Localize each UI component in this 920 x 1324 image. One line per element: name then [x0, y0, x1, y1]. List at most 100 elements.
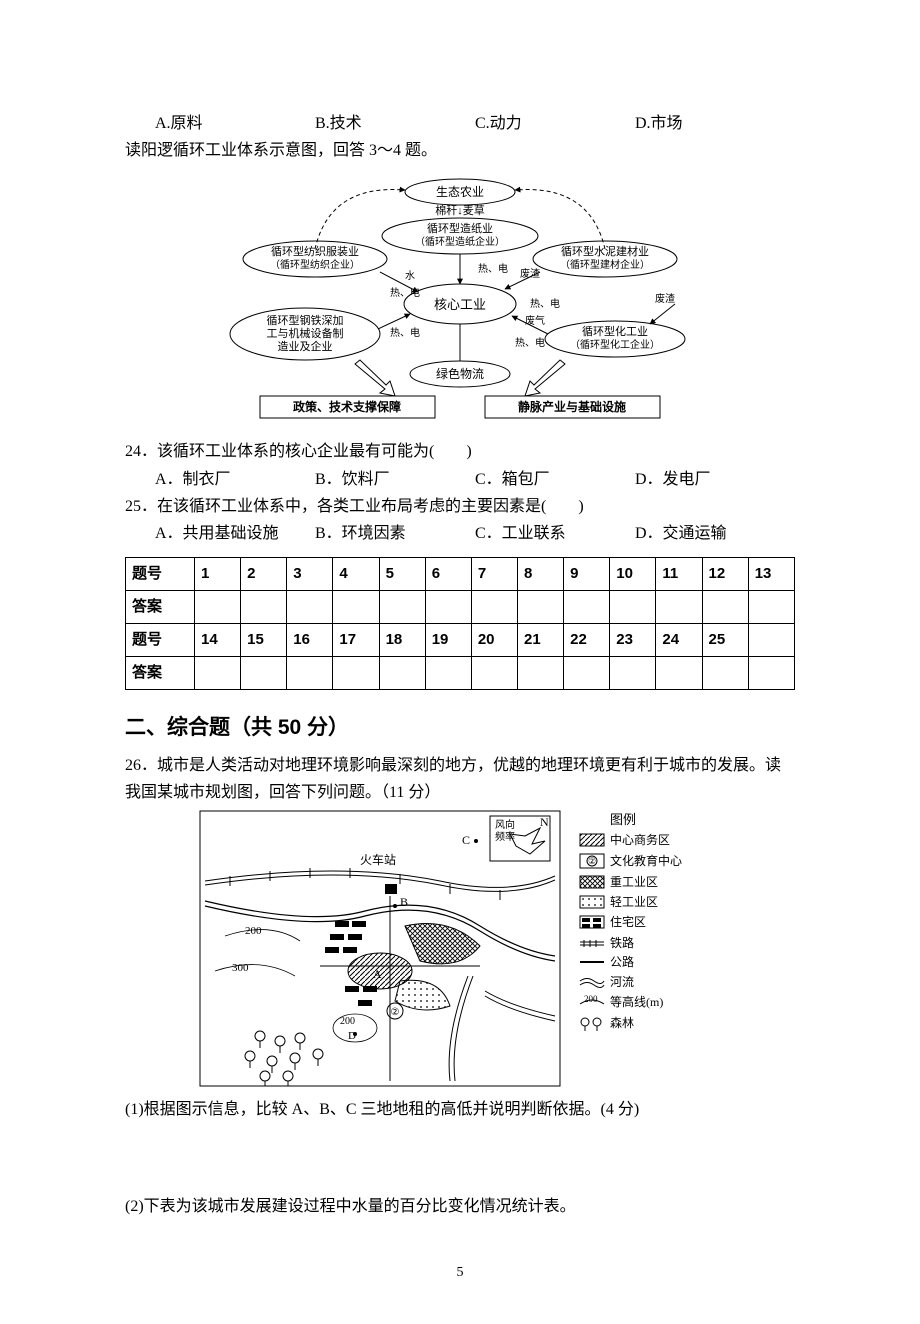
cell-head: 题号 [126, 558, 195, 591]
cell: 18 [379, 624, 425, 657]
opt-d: D.市场 [635, 110, 795, 137]
cell: 4 [333, 558, 379, 591]
svg-text:文化教育中心: 文化教育中心 [610, 853, 682, 868]
svg-text:重工业区: 重工业区 [610, 875, 658, 889]
svg-text:静脉产业与基础设施: 静脉产业与基础设施 [518, 399, 626, 414]
svg-text:A: A [373, 967, 382, 981]
q24-options: A．制衣厂 B．饮料厂 C．箱包厂 D．发电厂 [125, 466, 795, 493]
cell: 16 [287, 624, 333, 657]
svg-text:风向: 风向 [495, 818, 515, 831]
svg-text:森林: 森林 [610, 1015, 634, 1030]
page-number: 5 [125, 1261, 795, 1285]
table-row: 题号 1 2 3 4 5 6 7 8 9 10 11 12 13 [126, 558, 795, 591]
table-row: 答案 [126, 591, 795, 624]
svg-text:300: 300 [232, 962, 249, 974]
svg-text:B: B [400, 895, 408, 909]
cell: 20 [471, 624, 517, 657]
cell: 1 [195, 558, 241, 591]
q24-stem: 24．该循环工业体系的核心企业最有可能为( ) [125, 438, 795, 465]
svg-text:循环型钢铁深加: 循环型钢铁深加 [267, 313, 344, 327]
answer-grid: 题号 1 2 3 4 5 6 7 8 9 10 11 12 13 答案 题号 1… [125, 557, 795, 690]
cell-head: 答案 [126, 657, 195, 690]
q25-d: D．交通运输 [635, 520, 795, 547]
cell-head: 题号 [126, 624, 195, 657]
cell: 19 [425, 624, 471, 657]
section-2-heading: 二、综合题（共 50 分） [125, 710, 795, 746]
cycle-industry-diagram: 生态农业 棉秆↓麦草 循环型造纸业 （循环型造纸企业） 循环型纺织服装业 （循环… [220, 174, 700, 424]
cell: 14 [195, 624, 241, 657]
svg-text:（循环型造纸企业）: （循环型造纸企业） [415, 235, 505, 248]
svg-text:公路: 公路 [610, 954, 634, 969]
svg-text:政策、技术支撑保障: 政策、技术支撑保障 [293, 399, 401, 414]
opt-c: C.动力 [475, 110, 635, 137]
svg-text:D: D [348, 1030, 356, 1042]
q26-sub1: (1)根据图示信息，比较 A、B、C 三地地租的高低并说明判断依据。(4 分) [125, 1096, 795, 1123]
cell: 22 [564, 624, 610, 657]
svg-text:频率: 频率 [495, 830, 515, 843]
q24-b: B．饮料厂 [315, 466, 475, 493]
cell: 5 [379, 558, 425, 591]
svg-text:轻工业区: 轻工业区 [610, 895, 658, 909]
cell: 11 [656, 558, 702, 591]
table-row: 题号 14 15 16 17 18 19 20 21 22 23 24 25 [126, 624, 795, 657]
q25-c: C．工业联系 [475, 520, 635, 547]
svg-text:核心工业: 核心工业 [434, 297, 486, 312]
svg-text:②: ② [588, 856, 596, 866]
svg-text:循环型水泥建材业: 循环型水泥建材业 [561, 244, 649, 258]
svg-text:循环型纺织服装业: 循环型纺织服装业 [271, 244, 359, 258]
cell: 12 [702, 558, 748, 591]
cell: 21 [517, 624, 563, 657]
cell: 25 [702, 624, 748, 657]
q-prev-options: A.原料 B.技术 C.动力 D.市场 [125, 110, 795, 137]
cell: 15 [241, 624, 287, 657]
svg-text:C: C [462, 833, 470, 847]
svg-text:（循环型化工企业）: （循环型化工企业） [570, 338, 660, 351]
opt-b: B.技术 [315, 110, 475, 137]
svg-text:热、电: 热、电 [390, 286, 420, 299]
svg-text:热、电: 热、电 [390, 326, 420, 339]
intro-3-4: 读阳逻循环工业体系示意图，回答 3～4 题。 [125, 137, 795, 164]
svg-text:棉秆↓麦草: 棉秆↓麦草 [435, 203, 485, 217]
q25-a: A．共用基础设施 [155, 520, 315, 547]
svg-text:循环型化工业: 循环型化工业 [582, 324, 648, 338]
cell: 3 [287, 558, 333, 591]
svg-text:（循环型纺织企业）: （循环型纺织企业） [270, 258, 360, 271]
svg-text:河流: 河流 [610, 975, 634, 989]
svg-text:热、电: 热、电 [478, 262, 508, 275]
q24-a: A．制衣厂 [155, 466, 315, 493]
cell: 8 [517, 558, 563, 591]
cell: 23 [610, 624, 656, 657]
svg-text:废渣: 废渣 [655, 292, 675, 305]
cell: 24 [656, 624, 702, 657]
svg-text:绿色物流: 绿色物流 [436, 366, 484, 381]
svg-text:造业及企业: 造业及企业 [278, 339, 333, 353]
q25-b: B．环境因素 [315, 520, 475, 547]
cell: 9 [564, 558, 610, 591]
svg-text:火车站: 火车站 [360, 852, 396, 867]
cell: 17 [333, 624, 379, 657]
q26-intro: 26．城市是人类活动对地理环境影响最深刻的地方，优越的地理环境更有利于城市的发展… [125, 752, 795, 806]
q24-d: D．发电厂 [635, 466, 795, 493]
svg-text:（循环型建材企业）: （循环型建材企业） [560, 258, 650, 271]
svg-text:200: 200 [245, 925, 262, 937]
svg-text:N: N [540, 815, 549, 829]
svg-text:生态农业: 生态农业 [436, 185, 484, 199]
answer-space [125, 1123, 795, 1193]
cell: 13 [748, 558, 794, 591]
svg-text:200: 200 [340, 1016, 355, 1027]
cell: 7 [471, 558, 517, 591]
svg-text:废渣: 废渣 [520, 267, 540, 280]
svg-text:水: 水 [405, 270, 415, 282]
svg-text:热、电: 热、电 [530, 297, 560, 310]
svg-text:废气: 废气 [525, 314, 545, 327]
q26-sub2: (2)下表为该城市发展建设过程中水量的百分比变化情况统计表。 [125, 1193, 795, 1220]
cell: 2 [241, 558, 287, 591]
cell: 10 [610, 558, 656, 591]
cell [748, 624, 794, 657]
svg-text:图例: 图例 [610, 812, 636, 827]
q25-options: A．共用基础设施 B．环境因素 C．工业联系 D．交通运输 [125, 520, 795, 547]
svg-text:等高线(m): 等高线(m) [610, 994, 663, 1009]
svg-text:工与机械设备制: 工与机械设备制 [267, 326, 344, 340]
svg-text:循环型造纸业: 循环型造纸业 [427, 221, 493, 235]
cell: 6 [425, 558, 471, 591]
